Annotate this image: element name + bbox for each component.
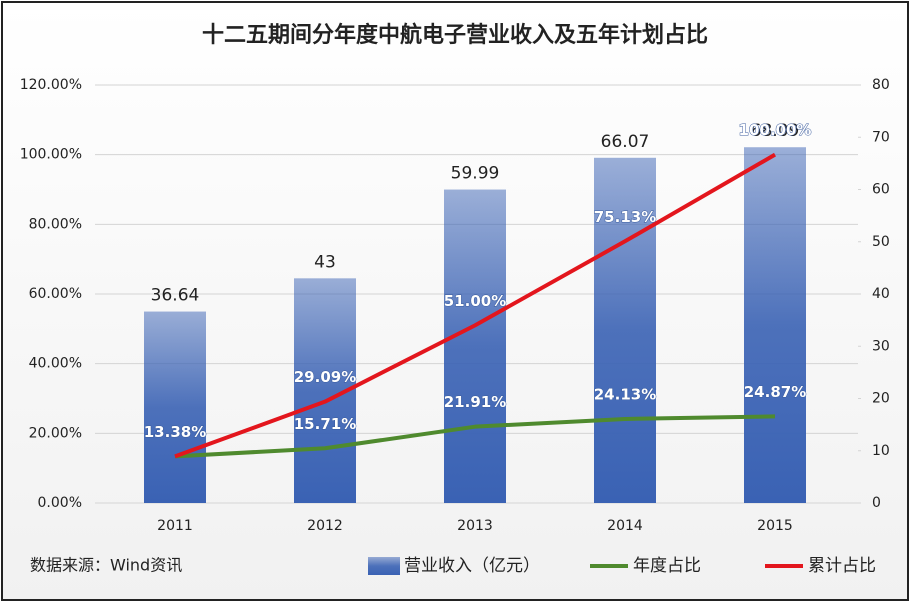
- y2-tick-label: 10: [872, 443, 890, 459]
- y-tick-label: 40.00%: [29, 356, 82, 372]
- y2-tick-label: 60: [872, 182, 890, 198]
- y-tick-label: 0.00%: [38, 495, 82, 511]
- line-value-label: 51.00%: [444, 292, 506, 310]
- bar: [744, 147, 806, 504]
- line: [174, 414, 776, 459]
- y2-tick-label: 30: [872, 338, 890, 354]
- chart-title: 十二五期间分年度中航电子营业收入及五年计划占比: [202, 22, 708, 48]
- bar-value-label: 66.07: [601, 132, 650, 152]
- bar-value-label: 43: [314, 252, 336, 272]
- y-tick-label: 80.00%: [29, 216, 82, 232]
- bar: [594, 157, 656, 504]
- y2-tick-label: 50: [872, 234, 890, 250]
- line-value-label: 75.13%: [594, 208, 656, 226]
- x-tick-label: 2013: [457, 518, 493, 534]
- x-tick-label: 2015: [757, 518, 793, 534]
- bar: [444, 189, 506, 503]
- bar-value-label: 59.99: [451, 164, 500, 184]
- y2-tick-label: 20: [872, 391, 890, 407]
- y2-tick-label: 70: [872, 129, 890, 145]
- bar: [144, 311, 206, 503]
- line-value-label: 15.71%: [294, 415, 356, 433]
- x-tick-label: 2014: [607, 518, 643, 534]
- line-value-label: 13.38%: [144, 423, 206, 441]
- y2-tick-label: 40: [872, 286, 890, 302]
- line-value-label: 29.09%: [294, 368, 356, 386]
- legend-label: 营业收入（亿元）: [404, 556, 540, 576]
- line-value-label: 100.00%: [739, 121, 812, 139]
- y-tick-label: 60.00%: [29, 286, 82, 302]
- line: [174, 152, 777, 459]
- line-value-label: 13.38%: [144, 423, 206, 441]
- y2-tick-label: 80: [872, 77, 890, 93]
- bar-value-label: 68.09: [751, 121, 800, 141]
- line-value-label: 21.91%: [444, 393, 506, 411]
- legend-label: 累计占比: [808, 556, 876, 576]
- x-tick-label: 2012: [307, 518, 343, 534]
- legend-swatch: [368, 557, 400, 575]
- line-value-label: 24.13%: [594, 385, 656, 403]
- line-value-label: 24.87%: [744, 383, 806, 401]
- y2-tick-label: 0: [872, 495, 881, 511]
- source: 数据来源：Wind资讯: [30, 556, 182, 575]
- bar-value-label: 36.64: [151, 286, 200, 306]
- y-tick-label: 20.00%: [29, 425, 82, 441]
- y-tick-label: 120.00%: [20, 77, 82, 93]
- legend-label: 年度占比: [633, 556, 701, 576]
- y-tick-label: 100.00%: [20, 147, 82, 163]
- x-tick-label: 2011: [157, 518, 193, 534]
